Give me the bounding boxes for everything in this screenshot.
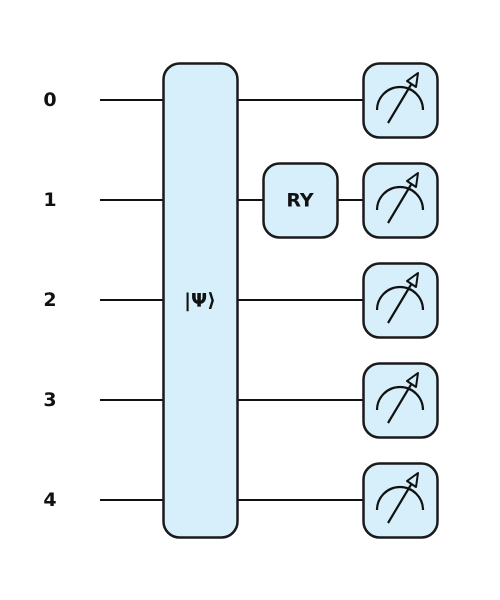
qubit-label-2: 2 (43, 289, 56, 311)
qubit-labels: 0 1 2 3 4 (43, 89, 56, 511)
meter-icon (375, 72, 425, 124)
measurement-3 (362, 362, 439, 439)
measurement-4 (362, 462, 439, 539)
measurement-1 (362, 162, 439, 239)
gate-label-state-preparation: |Ψ⟩ (184, 290, 216, 312)
meter-icon (375, 472, 425, 524)
meter-icon (375, 172, 425, 224)
wires-layer (100, 99, 400, 501)
gate-box-rotation (262, 162, 339, 239)
qubit-label-4: 4 (43, 489, 56, 511)
gate-box-state-preparation (162, 62, 239, 539)
gate-label-rotation: RY (286, 190, 314, 212)
measurement-2 (362, 262, 439, 339)
measurements-layer (362, 62, 439, 539)
qubit-label-0: 0 (43, 89, 56, 111)
qubit-label-3: 3 (43, 389, 56, 411)
measurement-0 (362, 62, 439, 139)
meter-icon (375, 372, 425, 424)
qubit-label-1: 1 (43, 189, 56, 211)
gates-layer: |Ψ⟩ RY (162, 62, 339, 539)
meter-icon (375, 272, 425, 324)
